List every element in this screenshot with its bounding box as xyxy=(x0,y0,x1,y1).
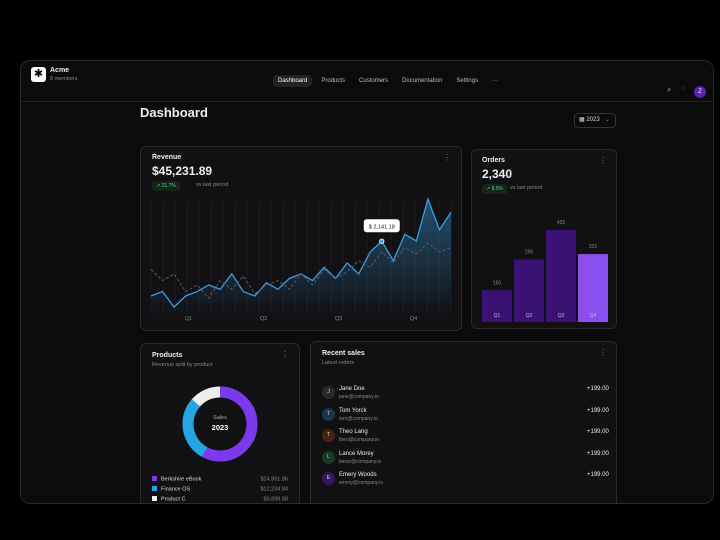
revenue-total: $45,231.89 xyxy=(152,164,213,178)
bar xyxy=(514,259,544,322)
legend-label: Finance OS xyxy=(161,487,190,493)
change-badge: ↗ 21.7% xyxy=(152,181,180,191)
x-tick-label: Q1 xyxy=(185,316,192,322)
legend-swatch xyxy=(152,496,157,501)
revenue-chart: Q1 Q2 Q3 Q4 $ 2,141.18 xyxy=(150,196,452,322)
sale-amount: +199.00 xyxy=(587,407,609,414)
x-tick-label: Q3 xyxy=(558,313,565,319)
sales-card: Recent sales Latest orders ⋮ J Jane Doe ja… xyxy=(310,341,617,503)
bar xyxy=(482,290,512,322)
donut-label: Sales xyxy=(213,415,227,421)
nav-item[interactable]: Dashboard xyxy=(273,75,313,87)
legend-swatch xyxy=(152,486,157,491)
card-title: Products xyxy=(152,352,183,359)
orders-card: Orders 2,340 ↗ 8.5% vs last period ⋮ 150… xyxy=(471,149,617,329)
sale-amount: +199.00 xyxy=(587,386,609,392)
logo: ✱ xyxy=(31,67,46,82)
sale-amount: +199.00 xyxy=(587,472,609,478)
org-name: Acme xyxy=(50,67,70,74)
tooltip-box xyxy=(363,219,400,233)
tooltip-point xyxy=(379,238,385,244)
nav-item[interactable]: Customers xyxy=(359,78,389,84)
customer-name: Emery Woods xyxy=(339,472,377,478)
revenue-card: Revenue $45,231.89 ↗ 21.7% vs last perio… xyxy=(140,146,462,331)
window: ✱ Acme 8 members Dashboard Products Custom… xyxy=(20,60,714,504)
customer-email: jane@company.io xyxy=(339,394,379,400)
avatar: L xyxy=(322,450,335,464)
menu[interactable]: ⋮ xyxy=(599,156,607,165)
avatar: J xyxy=(322,386,335,399)
avatar: T xyxy=(322,429,335,442)
customer-name: Theo Lang xyxy=(339,429,368,435)
x-tick-label: Q4 xyxy=(410,316,417,322)
customer-name: Tom Yorck xyxy=(339,407,367,414)
legend-value: $12,234.84 xyxy=(260,487,288,493)
nav-item[interactable]: ··· xyxy=(492,78,499,84)
customer-email: tom@company.io xyxy=(339,415,378,422)
menu[interactable]: ⋮ xyxy=(443,153,451,162)
customer-name: Lance Morey xyxy=(339,450,374,457)
bar xyxy=(578,254,608,322)
orders-chart: 150 Q1 295 Q2 435 Q3 321 Q4 xyxy=(482,220,608,322)
nav: Dashboard Products Customers Documentation S… xyxy=(273,75,503,87)
customer-email: emery@company.io xyxy=(339,480,384,486)
donut-segment xyxy=(182,386,258,462)
x-tick-label: Q3 xyxy=(335,316,342,322)
bar-label: 295 xyxy=(525,250,534,256)
x-tick-label: Q2 xyxy=(526,313,533,319)
year-select[interactable]: ▦ 2023 ⌄ xyxy=(574,113,616,128)
avatar: E xyxy=(322,472,335,485)
customer-name: Jane Doe xyxy=(339,386,365,392)
page-title: Dashboard xyxy=(140,105,208,120)
nav-item[interactable]: Documentation xyxy=(402,78,443,84)
legend-swatch xyxy=(152,476,157,481)
card-title: Recent sales xyxy=(322,350,365,357)
legend-label: Berkshire eBook xyxy=(161,477,202,483)
change-note: vs last period xyxy=(196,182,229,188)
donut-value: 2023 xyxy=(212,423,229,432)
bar-label: 150 xyxy=(493,280,502,286)
change-note: vs last period xyxy=(510,185,543,191)
tooltip-text: $ 2,141.18 xyxy=(369,224,395,230)
bar-label: 435 xyxy=(557,220,566,226)
legend-label: Product C xyxy=(161,497,185,503)
products-card: Products Revenue split by product ⋮ Berk… xyxy=(140,343,300,503)
donut-segment xyxy=(182,386,258,462)
divider xyxy=(21,101,713,102)
card-title: Revenue xyxy=(152,154,182,161)
card-title: Orders xyxy=(482,157,505,164)
sale-amount: +199.00 xyxy=(587,429,609,435)
legend-value: $24,951.86 xyxy=(260,477,288,483)
bar xyxy=(546,230,576,322)
legend-value: $5,899.88 xyxy=(264,497,288,503)
search-icon[interactable]: ⌕ xyxy=(667,85,672,94)
menu[interactable]: ⋮ xyxy=(281,350,289,359)
avatar: T xyxy=(322,407,335,421)
bar-label: 321 xyxy=(589,244,598,250)
avatar[interactable]: Z xyxy=(694,86,706,98)
x-tick-label: Q4 xyxy=(590,313,597,319)
products-chart: Berkshire eBook $24,951.86 Finance OS $12,2… xyxy=(152,386,288,503)
area xyxy=(151,199,451,317)
sale-amount: +199.00 xyxy=(587,450,609,457)
card-subtitle: Latest orders xyxy=(322,360,355,366)
change-badge: ↗ 8.5% xyxy=(482,184,507,194)
nav-item[interactable]: Settings xyxy=(456,78,479,84)
customer-email: lance@company.io xyxy=(339,458,382,465)
x-tick-label: Q1 xyxy=(494,313,501,319)
menu[interactable]: ⋮ xyxy=(599,348,607,357)
nav-item[interactable]: Products xyxy=(321,78,346,84)
customer-email: theo@company.io xyxy=(339,437,380,443)
x-tick-label: Q2 xyxy=(260,316,267,322)
line xyxy=(150,242,452,300)
card-subtitle: Revenue split by product xyxy=(152,362,213,368)
orders-total: 2,340 xyxy=(482,167,513,181)
bell-icon[interactable]: ◌ xyxy=(681,85,686,92)
year-value: 2023 xyxy=(586,117,600,123)
org-members: 8 members xyxy=(50,76,78,82)
